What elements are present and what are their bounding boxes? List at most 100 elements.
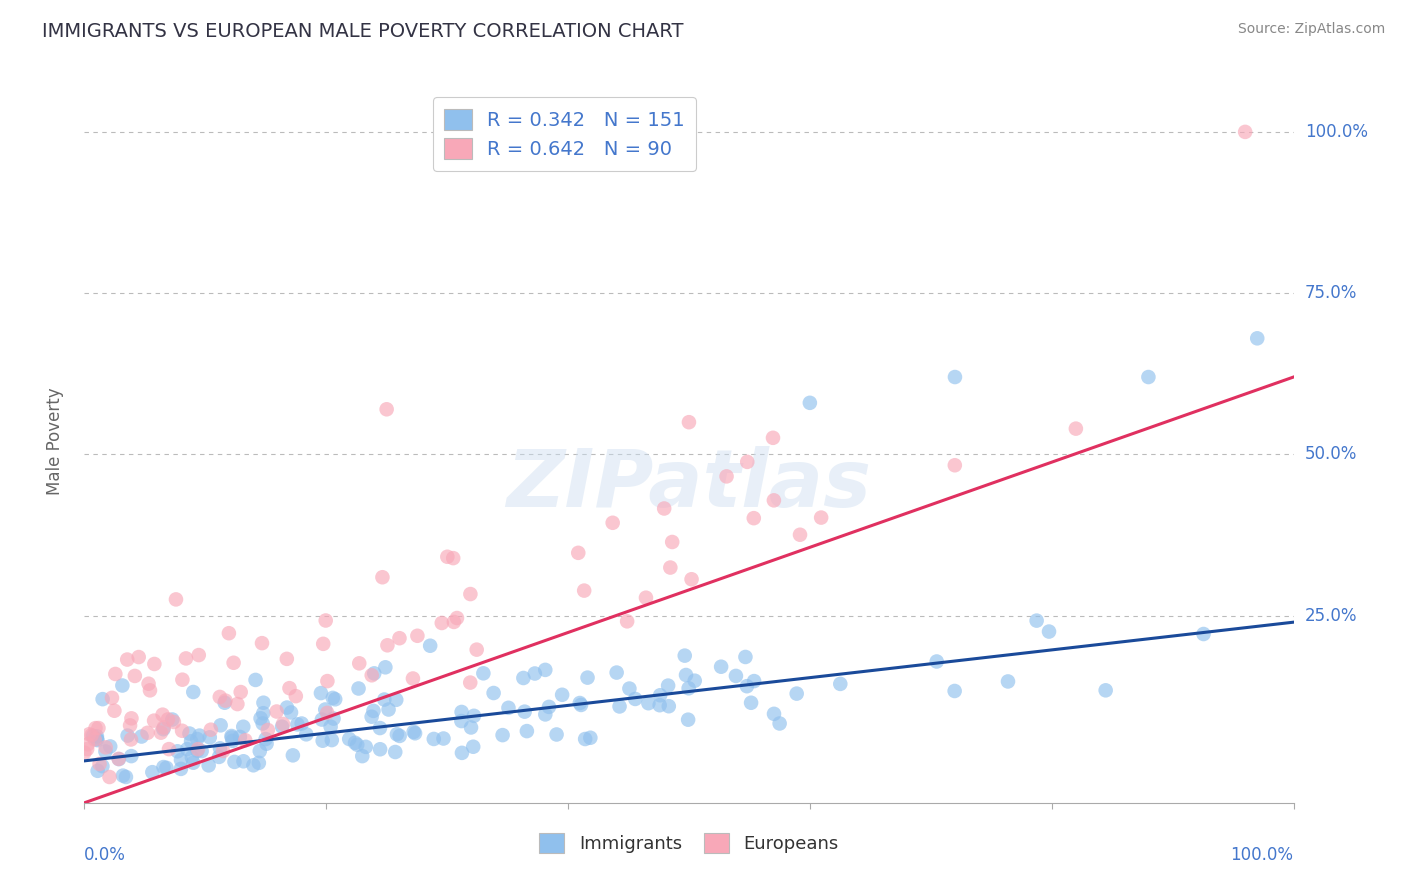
Point bbox=[1137, 370, 1160, 384]
Point bbox=[377, 638, 399, 652]
Point bbox=[120, 718, 142, 732]
Point bbox=[516, 724, 538, 739]
Point bbox=[451, 746, 474, 760]
Point bbox=[676, 713, 699, 727]
Point bbox=[574, 731, 596, 746]
Point bbox=[179, 726, 201, 740]
Point bbox=[572, 583, 595, 598]
Point bbox=[648, 698, 671, 713]
Point bbox=[363, 666, 385, 681]
Point bbox=[197, 758, 219, 772]
Point bbox=[762, 493, 785, 508]
Point bbox=[436, 549, 458, 564]
Point bbox=[360, 709, 382, 723]
Point bbox=[344, 736, 367, 750]
Point bbox=[141, 765, 163, 780]
Point bbox=[384, 745, 406, 759]
Point bbox=[368, 721, 391, 735]
Point bbox=[678, 681, 700, 696]
Point bbox=[229, 685, 252, 699]
Point bbox=[650, 688, 672, 702]
Point bbox=[266, 705, 288, 719]
Point bbox=[388, 729, 411, 743]
Point bbox=[463, 708, 485, 723]
Point bbox=[271, 720, 294, 734]
Point bbox=[94, 740, 117, 755]
Point bbox=[80, 728, 103, 742]
Point bbox=[683, 673, 706, 688]
Point bbox=[287, 717, 309, 731]
Point bbox=[247, 756, 270, 770]
Point bbox=[271, 717, 294, 731]
Point bbox=[180, 750, 202, 764]
Point bbox=[323, 692, 346, 706]
Point bbox=[352, 749, 374, 764]
Point bbox=[312, 733, 335, 747]
Point bbox=[388, 631, 411, 645]
Point bbox=[143, 714, 166, 728]
Point bbox=[443, 615, 465, 629]
Point bbox=[742, 674, 765, 689]
Point bbox=[606, 665, 628, 680]
Point bbox=[152, 707, 174, 722]
Point bbox=[616, 615, 638, 629]
Point bbox=[482, 686, 505, 700]
Point bbox=[1064, 422, 1087, 436]
Point bbox=[450, 714, 472, 728]
Point bbox=[546, 727, 568, 741]
Point bbox=[419, 639, 441, 653]
Point bbox=[465, 642, 488, 657]
Point bbox=[83, 732, 105, 747]
Point bbox=[337, 731, 360, 746]
Point bbox=[624, 692, 647, 706]
Point bbox=[103, 704, 125, 718]
Point bbox=[602, 516, 624, 530]
Point bbox=[460, 721, 482, 735]
Point bbox=[245, 673, 267, 687]
Text: 50.0%: 50.0% bbox=[1305, 445, 1357, 464]
Point bbox=[498, 701, 520, 715]
Text: 75.0%: 75.0% bbox=[1305, 285, 1357, 302]
Point bbox=[111, 769, 134, 783]
Point bbox=[675, 668, 697, 682]
Point bbox=[513, 705, 536, 719]
Point bbox=[512, 671, 534, 685]
Point bbox=[226, 697, 249, 711]
Point bbox=[111, 679, 134, 693]
Point bbox=[242, 758, 264, 772]
Point bbox=[724, 669, 747, 683]
Point bbox=[375, 402, 398, 417]
Point bbox=[363, 704, 385, 718]
Point bbox=[208, 690, 231, 704]
Point bbox=[152, 721, 174, 735]
Point bbox=[537, 699, 560, 714]
Point bbox=[716, 469, 738, 483]
Point bbox=[256, 737, 278, 751]
Point bbox=[124, 669, 146, 683]
Point bbox=[91, 759, 114, 773]
Point bbox=[762, 431, 785, 445]
Point bbox=[222, 656, 245, 670]
Point bbox=[943, 458, 966, 473]
Point bbox=[250, 636, 273, 650]
Point bbox=[681, 572, 703, 586]
Point bbox=[229, 730, 252, 744]
Point bbox=[441, 551, 464, 566]
Point bbox=[1038, 624, 1060, 639]
Point bbox=[943, 370, 966, 384]
Point bbox=[162, 713, 184, 727]
Point bbox=[252, 706, 274, 721]
Point bbox=[374, 660, 396, 674]
Point bbox=[221, 729, 243, 743]
Point bbox=[209, 718, 232, 732]
Point bbox=[188, 729, 211, 743]
Point bbox=[284, 689, 307, 703]
Text: IMMIGRANTS VS EUROPEAN MALE POVERTY CORRELATION CHART: IMMIGRANTS VS EUROPEAN MALE POVERTY CORR… bbox=[42, 22, 683, 41]
Point bbox=[172, 673, 194, 687]
Point bbox=[458, 675, 481, 690]
Point bbox=[128, 650, 150, 665]
Point bbox=[157, 742, 180, 756]
Point bbox=[710, 659, 733, 673]
Point bbox=[139, 683, 162, 698]
Point bbox=[172, 723, 194, 738]
